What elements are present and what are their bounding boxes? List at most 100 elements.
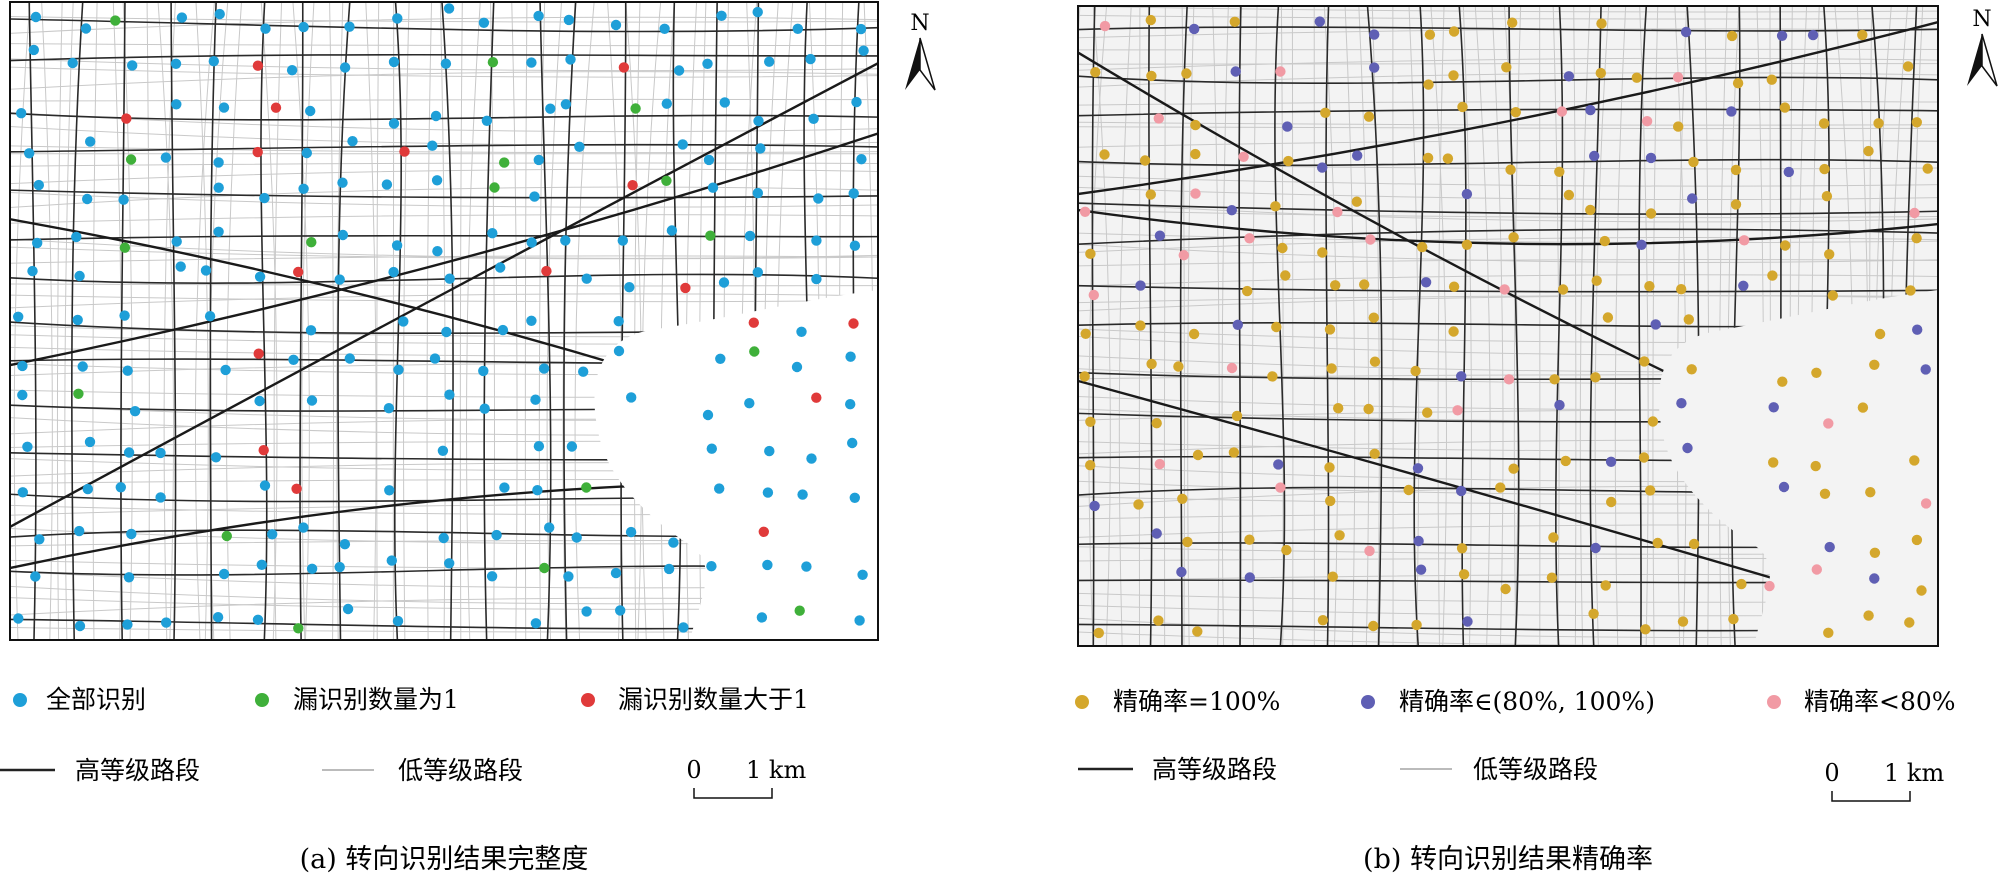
intersection-point bbox=[581, 273, 592, 284]
legend-a-dot-missed-many bbox=[581, 693, 595, 707]
legend-b-label-high-grade: 高等级路段 bbox=[1152, 755, 1277, 784]
intersection-point bbox=[1151, 418, 1162, 429]
intersection-point bbox=[624, 282, 635, 293]
intersection-point bbox=[1334, 530, 1345, 541]
intersection-point bbox=[755, 143, 766, 154]
intersection-point bbox=[1153, 113, 1165, 124]
intersection-point bbox=[85, 136, 96, 147]
intersection-point bbox=[259, 480, 271, 491]
intersection-point bbox=[1410, 365, 1421, 377]
intersection-point bbox=[1909, 455, 1920, 466]
intersection-point bbox=[437, 445, 449, 456]
intersection-point bbox=[1602, 312, 1614, 323]
intersection-point bbox=[1920, 498, 1932, 509]
intersection-point bbox=[298, 21, 309, 33]
intersection-point bbox=[1495, 482, 1506, 493]
intersection-point bbox=[1905, 285, 1916, 296]
intersection-point bbox=[220, 364, 231, 376]
intersection-point bbox=[252, 60, 264, 71]
intersection-point bbox=[1413, 535, 1424, 547]
intersection-point bbox=[563, 14, 575, 26]
intersection-point bbox=[258, 445, 269, 456]
intersection-point bbox=[1827, 290, 1839, 301]
intersection-point bbox=[706, 443, 717, 454]
intersection-point bbox=[1363, 111, 1375, 122]
intersection-point bbox=[1146, 358, 1157, 370]
intersection-point bbox=[208, 56, 219, 67]
intersection-point bbox=[661, 98, 672, 109]
north-arrow-icon-half bbox=[919, 37, 936, 91]
intersection-point bbox=[1554, 166, 1565, 177]
intersection-point bbox=[1672, 72, 1684, 83]
intersection-point bbox=[1783, 166, 1795, 178]
intersection-point bbox=[1422, 407, 1433, 418]
intersection-point bbox=[1682, 442, 1693, 454]
intersection-point bbox=[533, 154, 544, 166]
intersection-point bbox=[256, 559, 267, 570]
intersection-point bbox=[1079, 371, 1090, 382]
intersection-point bbox=[666, 225, 678, 236]
intersection-point bbox=[1369, 29, 1380, 40]
intersection-point bbox=[613, 345, 625, 357]
intersection-point bbox=[1189, 23, 1200, 35]
intersection-point bbox=[1369, 448, 1380, 459]
intersection-point bbox=[1650, 319, 1661, 330]
legend-b-label-low-grade: 低等级路段 bbox=[1473, 755, 1598, 784]
intersection-point bbox=[661, 175, 672, 186]
intersection-point bbox=[1280, 270, 1291, 281]
intersection-point bbox=[764, 56, 775, 67]
intersection-point bbox=[1819, 488, 1831, 499]
intersection-point bbox=[392, 13, 403, 24]
intersection-point bbox=[627, 180, 638, 191]
intersection-point bbox=[1585, 104, 1596, 116]
intersection-point bbox=[1226, 362, 1238, 374]
intersection-point bbox=[1099, 20, 1111, 32]
intersection-point bbox=[1181, 68, 1192, 79]
intersection-point bbox=[1422, 152, 1434, 164]
scale-bar-a-end: 1 km bbox=[746, 756, 806, 784]
intersection-point bbox=[254, 271, 266, 282]
intersection-point bbox=[845, 351, 856, 362]
intersection-point bbox=[1277, 242, 1288, 254]
intersection-point bbox=[305, 105, 316, 117]
intersection-point bbox=[1154, 230, 1166, 241]
intersection-point bbox=[848, 318, 859, 329]
intersection-point bbox=[625, 526, 637, 538]
scale-bar-a bbox=[693, 788, 773, 799]
intersection-point bbox=[33, 179, 44, 191]
intersection-point bbox=[1177, 493, 1188, 504]
intersection-point bbox=[545, 103, 556, 114]
intersection-point bbox=[1780, 240, 1791, 251]
intersection-point bbox=[1089, 500, 1100, 512]
intersection-point bbox=[491, 529, 502, 541]
intersection-point bbox=[526, 315, 537, 326]
intersection-point bbox=[1639, 356, 1650, 367]
intersection-point bbox=[170, 58, 182, 69]
intersection-point bbox=[1500, 583, 1511, 595]
intersection-point bbox=[392, 615, 404, 627]
intersection-point bbox=[1088, 289, 1100, 301]
intersection-point bbox=[1190, 119, 1201, 131]
panel-b: N 精确率=100% 精确率∈(80%, 100%) 精确率<80% 高等级路段… bbox=[1075, 5, 1998, 875]
intersection-point bbox=[347, 136, 358, 147]
intersection-point bbox=[221, 530, 232, 542]
intersection-point bbox=[218, 568, 230, 580]
intersection-point bbox=[334, 561, 345, 573]
intersection-point bbox=[337, 229, 349, 241]
intersection-point bbox=[123, 447, 135, 458]
intersection-point bbox=[1226, 205, 1238, 216]
legend-a-dot-all-identified bbox=[13, 693, 27, 707]
north-arrow-icon-half bbox=[1981, 33, 1998, 87]
intersection-point bbox=[1904, 617, 1915, 628]
north-arrow-icon bbox=[905, 38, 920, 90]
intersection-point bbox=[1461, 188, 1473, 200]
intersection-point bbox=[30, 11, 42, 23]
intersection-point bbox=[254, 395, 265, 407]
scale-bar-a-start: 0 bbox=[686, 756, 701, 784]
intersection-point bbox=[1640, 624, 1651, 635]
intersection-point bbox=[1686, 364, 1697, 375]
intersection-point bbox=[1865, 487, 1876, 498]
intersection-point bbox=[1738, 280, 1749, 291]
intersection-point bbox=[1417, 241, 1428, 253]
